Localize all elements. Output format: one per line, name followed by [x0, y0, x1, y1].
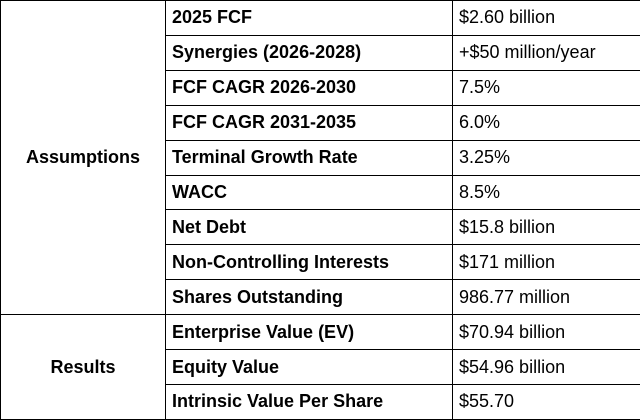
row-value: $15.8 billion: [452, 209, 640, 246]
row-value: 3.25%: [452, 139, 640, 176]
row-label: WACC: [165, 174, 453, 211]
table-row: Non-Controlling Interests $171 million: [1, 244, 640, 281]
group-label: Results: [0, 314, 166, 420]
table-row: WACC 8.5%: [1, 174, 640, 211]
row-label: Shares Outstanding: [165, 279, 453, 316]
table-row: Equity Value $54.96 billion: [1, 349, 640, 385]
row-value: $2.60 billion: [452, 0, 640, 36]
row-value: $70.94 billion: [452, 314, 640, 351]
row-label: FCF CAGR 2026-2030: [165, 69, 453, 106]
row-label: Intrinsic Value Per Share: [165, 383, 453, 420]
row-label: 2025 FCF: [165, 0, 453, 36]
row-label: Equity Value: [165, 349, 453, 385]
row-value: 8.5%: [452, 174, 640, 211]
table-row: Assumptions 2025 FCF $2.60 billion: [0, 0, 640, 316]
group-label: Assumptions: [0, 0, 166, 316]
row-value: $54.96 billion: [452, 349, 640, 385]
table-row: Terminal Growth Rate 3.25%: [1, 139, 640, 176]
table-row: Shares Outstanding 986.77 million: [1, 279, 640, 316]
row-value: 6.0%: [452, 104, 640, 141]
row-label: Non-Controlling Interests: [165, 244, 453, 281]
table-row: Net Debt $15.8 billion: [1, 209, 640, 246]
row-label: Net Debt: [165, 209, 453, 246]
row-value: 7.5%: [452, 69, 640, 106]
row-label: Enterprise Value (EV): [165, 314, 453, 351]
row-label: Terminal Growth Rate: [165, 139, 453, 176]
table-row: Synergies (2026-2028) +$50 million/year: [1, 34, 640, 71]
table-row: FCF CAGR 2026-2030 7.5%: [1, 69, 640, 106]
row-label: FCF CAGR 2031-2035: [165, 104, 453, 141]
table-row: FCF CAGR 2031-2035 6.0%: [1, 104, 640, 141]
row-value: +$50 million/year: [452, 34, 640, 71]
row-value: 986.77 million: [452, 279, 640, 316]
table-row: Results Enterprise Value (EV) $70.94 billi…: [0, 314, 640, 420]
row-label: Synergies (2026-2028): [165, 34, 453, 71]
row-value: $55.70: [452, 383, 640, 420]
table-row: Intrinsic Value Per Share $55.70: [1, 383, 640, 420]
row-value: $171 million: [452, 244, 640, 281]
